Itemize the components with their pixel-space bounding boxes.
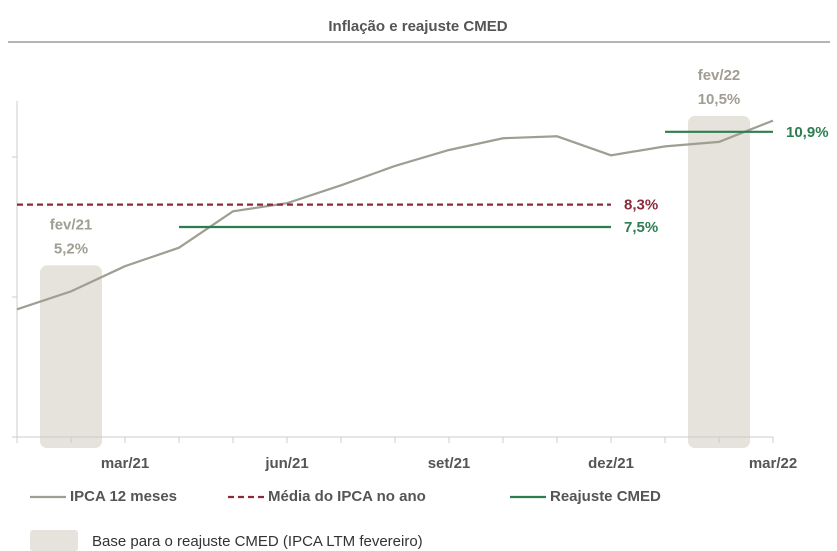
highlight-layer bbox=[40, 115, 750, 448]
highlight-label: fev/21 bbox=[50, 216, 93, 233]
legend-swatch bbox=[30, 530, 78, 551]
legend-label: IPCA 12 meses bbox=[70, 488, 177, 505]
legend-label: Média do IPCA no ano bbox=[268, 488, 426, 505]
highlight-box bbox=[40, 265, 102, 448]
series-line bbox=[16, 119, 774, 311]
x-tick-label: mar/21 bbox=[101, 455, 149, 472]
x-tick-label: jun/21 bbox=[264, 455, 308, 472]
x-tick-label: set/21 bbox=[428, 455, 471, 472]
x-tick-label: mar/22 bbox=[749, 455, 797, 472]
value-label: 5,2% bbox=[54, 240, 88, 257]
highlight-label: fev/22 bbox=[698, 67, 741, 84]
plot-layer: mar/21 jun/21 set/21 dez/21 mar/22 fev/21 fev/… bbox=[12, 67, 829, 551]
value-label: 10,5% bbox=[698, 91, 741, 108]
value-label: 10,9% bbox=[786, 124, 829, 141]
value-label: 7,5% bbox=[624, 219, 658, 236]
value-label: 8,3% bbox=[624, 197, 658, 214]
highlight-box bbox=[688, 115, 750, 448]
legend-label: Reajuste CMED bbox=[550, 488, 661, 505]
legend-label: Base para o reajuste CMED (IPCA LTM feve… bbox=[92, 533, 423, 550]
x-tick-label: dez/21 bbox=[588, 455, 634, 472]
chart-title: Inflação e reajuste CMED bbox=[328, 18, 507, 35]
